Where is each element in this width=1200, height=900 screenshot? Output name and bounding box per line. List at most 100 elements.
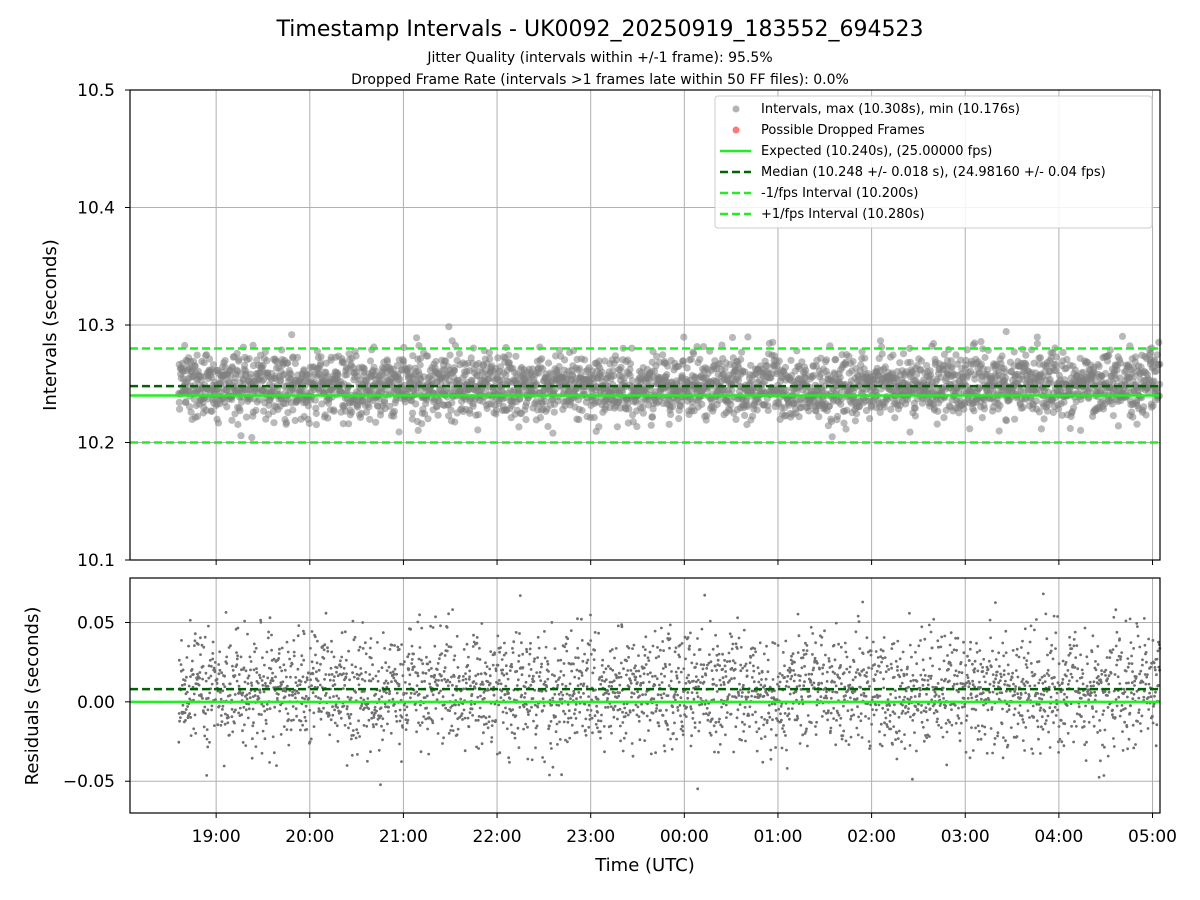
residual-point (357, 719, 360, 723)
residual-point (285, 640, 289, 644)
residual-point (375, 722, 378, 726)
residual-point (282, 663, 286, 667)
residual-point (668, 637, 672, 641)
residual-point (569, 716, 573, 720)
residual-point (510, 662, 513, 666)
interval-point (680, 333, 688, 341)
residual-point (558, 720, 561, 724)
residual-point (294, 681, 298, 684)
residual-point (372, 725, 375, 729)
interval-point (764, 406, 772, 415)
residual-point (469, 684, 472, 688)
residual-point (513, 732, 516, 736)
residual-point (336, 739, 340, 743)
interval-point (193, 412, 202, 420)
residual-point (674, 690, 678, 694)
residual-point (676, 709, 680, 712)
residual-point (179, 716, 182, 719)
residual-point (313, 635, 317, 639)
interval-point (223, 403, 231, 411)
interval-point (416, 354, 425, 363)
residual-point (417, 657, 421, 661)
residual-point (180, 639, 183, 642)
interval-point (242, 413, 251, 421)
residual-point (385, 691, 388, 695)
legend: Intervals, max (10.308s), min (10.176s) … (714, 95, 1153, 229)
residual-point (570, 669, 574, 673)
residual-point (292, 718, 295, 722)
residual-point (230, 715, 234, 719)
interval-point (628, 344, 636, 352)
residual-point (443, 666, 447, 670)
residual-point (627, 646, 631, 650)
interval-point (550, 408, 558, 416)
residual-point (508, 760, 511, 764)
residual-point (504, 664, 508, 668)
residual-point (206, 696, 210, 700)
residual-point (532, 719, 535, 723)
residual-point (692, 679, 695, 683)
residual-point (226, 721, 230, 725)
residual-point (277, 652, 281, 655)
residual-point (538, 671, 542, 674)
residual-point (553, 647, 557, 650)
residual-point (316, 679, 320, 683)
residual-point (462, 675, 465, 678)
residual-point (204, 679, 208, 683)
residual-point (500, 658, 504, 661)
residual-point (535, 724, 539, 728)
residual-point (233, 721, 236, 725)
residual-point (299, 680, 303, 683)
residual-point (607, 692, 611, 696)
residual-point (610, 731, 613, 735)
residual-point (181, 668, 185, 672)
residual-point (351, 619, 355, 623)
residual-point (332, 679, 336, 682)
residual-point (530, 758, 534, 762)
residual-point (622, 667, 625, 671)
residual-point (198, 676, 202, 680)
residual-point (427, 668, 431, 672)
residual-point (496, 663, 500, 667)
interval-point (590, 413, 598, 422)
residual-point (184, 719, 187, 722)
residual-point (418, 724, 422, 727)
interval-point (474, 411, 482, 419)
residual-point (352, 733, 355, 737)
residual-point (623, 706, 627, 710)
residual-point (466, 716, 470, 720)
residual-point (584, 717, 588, 721)
residual-point (346, 712, 350, 716)
residual-point (251, 737, 254, 741)
residual-point (586, 658, 590, 662)
residual-point (259, 620, 263, 624)
residual-point (401, 674, 405, 678)
interval-point (896, 359, 904, 367)
interval-point (400, 357, 408, 365)
residual-point (530, 705, 533, 709)
interval-point (1002, 417, 1011, 425)
residual-point (689, 631, 692, 635)
residual-point (241, 741, 245, 744)
residual-point (193, 713, 197, 717)
residual-point (505, 711, 508, 715)
residual-point (474, 674, 478, 678)
residual-point (656, 646, 659, 649)
residual-point (610, 685, 614, 688)
residual-point (243, 680, 247, 684)
residual-point (560, 773, 563, 777)
residual-point (534, 732, 538, 736)
residual-point (217, 704, 221, 708)
residual-point (324, 611, 328, 615)
residual-point (496, 634, 500, 638)
residual-point (286, 650, 290, 654)
residual-point (188, 712, 192, 716)
residual-point (228, 682, 232, 686)
residual-point (525, 703, 528, 706)
interval-point (474, 426, 482, 434)
legend-intervals-label: Intervals, max (10.308s), min (10.176s) (761, 102, 1020, 117)
interval-point (445, 323, 453, 331)
interval-point (293, 353, 302, 361)
residual-point (221, 704, 225, 708)
residual-point (577, 677, 581, 680)
